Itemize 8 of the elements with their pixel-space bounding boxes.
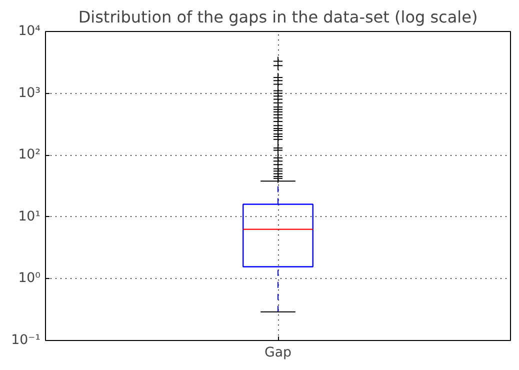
chart-title: Distribution of the gaps in the data-set (log scale) [78,8,478,26]
y-tick-label: 10⁰ [18,271,41,286]
y-tick-label: 10² [18,148,41,163]
y-tick-label: 10¹ [18,209,41,224]
y-tick-label: 10⁴ [18,24,41,39]
x-tick-label: Gap [264,346,292,360]
y-tick-label: 10³ [18,86,41,101]
y-tick-label: 10⁻¹ [11,333,41,348]
